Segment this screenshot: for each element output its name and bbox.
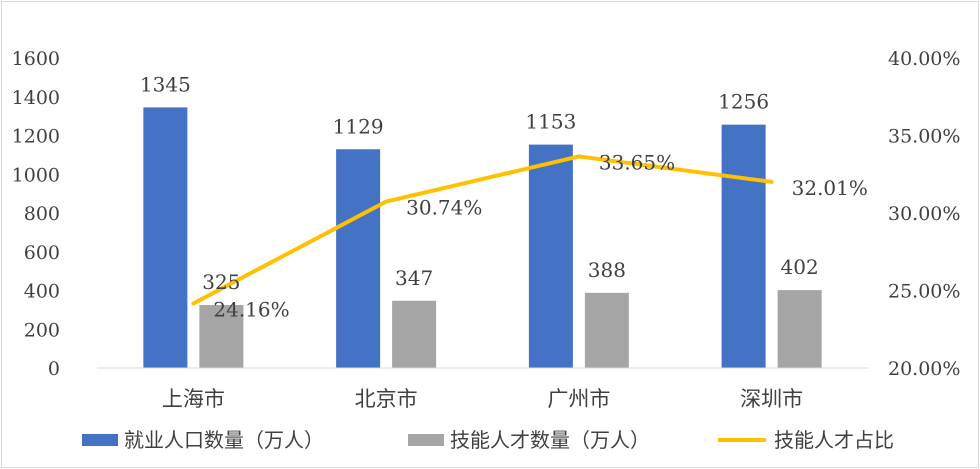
- category-label: 北京市: [355, 387, 418, 411]
- left-tick-label: 1000: [12, 164, 60, 186]
- bar-value-label: 1256: [718, 90, 769, 114]
- category-label: 上海市: [162, 387, 225, 411]
- right-tick-label: 25.00%: [888, 281, 960, 303]
- bar-value-label: 347: [395, 266, 433, 290]
- legend-label: 技能人才数量（万人）: [450, 428, 650, 452]
- line-value-label: 32.01%: [792, 176, 868, 200]
- left-tick-label: 1400: [12, 87, 60, 109]
- bar-value-label: 1345: [140, 72, 191, 96]
- left-tick-label: 0: [48, 358, 60, 380]
- category-label: 广州市: [547, 387, 610, 411]
- left-tick-label: 600: [24, 242, 60, 264]
- legend-swatch: [408, 434, 444, 446]
- data-labels: 1345 325 1129 347 1153 388 1256 402 24.16% 30.74%…: [140, 72, 868, 321]
- bar-skilled-1: [392, 300, 437, 368]
- category-labels: 上海市 北京市 广州市 深圳市: [162, 387, 803, 411]
- left-tick-label: 800: [24, 203, 60, 225]
- legend-label: 就业人口数量（万人）: [124, 428, 324, 452]
- bar-employment-3: [721, 124, 766, 369]
- left-tick-label: 400: [24, 281, 60, 303]
- line-series: [191, 154, 774, 306]
- bar-employment-0: [143, 107, 188, 368]
- legend-swatch: [82, 434, 118, 446]
- line-value-label: 30.74%: [406, 196, 482, 220]
- bar-value-label: 388: [588, 258, 626, 282]
- right-tick-label: 40.00%: [888, 48, 960, 70]
- right-tick-label: 30.00%: [888, 203, 960, 225]
- bar-skilled-2: [584, 292, 629, 368]
- bar-employment-2: [528, 144, 573, 368]
- line-value-label: 33.65%: [599, 150, 675, 174]
- bar-value-label: 1129: [333, 114, 384, 138]
- bar-skilled-3: [777, 290, 822, 368]
- bar-employment-1: [336, 149, 381, 368]
- legend: 就业人口数量（万人） 技能人才数量（万人） 技能人才占比: [82, 428, 894, 452]
- right-axis: 20.00% 25.00% 30.00% 35.00% 40.00%: [888, 48, 960, 380]
- left-tick-label: 1600: [12, 48, 60, 70]
- line-value-label: 24.16%: [213, 298, 289, 322]
- bar-value-label: 402: [781, 255, 819, 279]
- ratio-line: [191, 154, 774, 306]
- bars: [143, 107, 822, 369]
- legend-label: 技能人才占比: [774, 428, 894, 452]
- left-axis: 0 200 400 600 800 1000 1200 1400 1600: [12, 48, 60, 380]
- left-tick-label: 1200: [12, 126, 60, 148]
- right-tick-label: 35.00%: [888, 126, 960, 148]
- bar-value-label: 1153: [525, 110, 576, 134]
- right-tick-label: 20.00%: [888, 358, 960, 380]
- bar-skilled-0: [199, 305, 244, 368]
- category-label: 深圳市: [740, 387, 803, 411]
- left-tick-label: 200: [24, 319, 60, 341]
- bar-value-label: 325: [202, 270, 240, 294]
